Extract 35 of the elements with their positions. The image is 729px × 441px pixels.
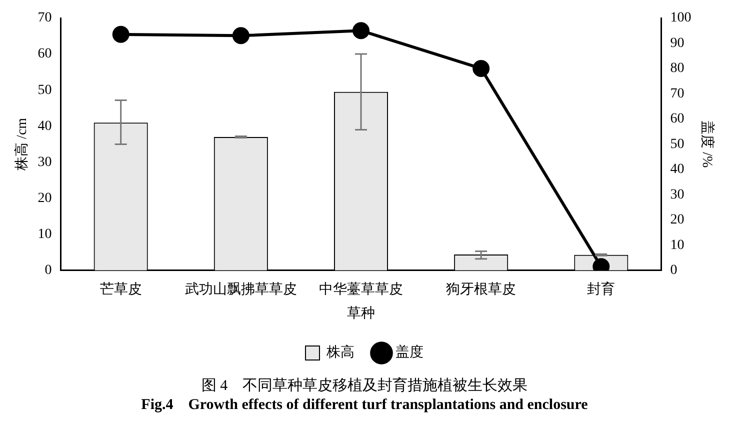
x-tick-label: 武功山飘拂草草皮 xyxy=(184,281,297,298)
y2-tick-label: 50 xyxy=(670,136,684,152)
y-tick-label: 60 xyxy=(38,46,52,62)
x-tick-label: 狗牙根草皮 xyxy=(446,281,516,298)
x-tick-label: 中华薹草草皮 xyxy=(319,281,403,298)
y-tick-label: 10 xyxy=(38,227,52,242)
y-tick-label: 40 xyxy=(38,118,52,134)
text: 图 4 不同草种草皮移植及封育措施植被生长效果 xyxy=(200,376,529,395)
y2-tick-label: 0 xyxy=(670,263,678,278)
legend-label: 株高 xyxy=(326,344,354,361)
y2-tick-label: 20 xyxy=(670,212,684,228)
y2-tick-label: 90 xyxy=(670,36,684,51)
x-tick-label: 芒草皮 xyxy=(100,281,142,298)
y2-tick-label: 100 xyxy=(670,10,692,26)
y2-tick-label: 40 xyxy=(670,162,684,178)
y2-tick-label: 80 xyxy=(670,61,684,76)
y-tick-label: 50 xyxy=(38,82,52,98)
y2-tick-label: 60 xyxy=(670,112,684,127)
x-tick-label: 封育 xyxy=(587,280,616,298)
y2-axis-title: 盖度 /% xyxy=(698,120,715,168)
y-axis-title: 株高 /cm xyxy=(14,118,30,172)
point xyxy=(232,27,250,44)
y2-tick-label: 70 xyxy=(670,86,684,102)
point xyxy=(112,26,130,43)
y2-tick-label: 30 xyxy=(670,187,684,202)
text: Fig.4 Growth effects of different turf transplantations and enclosure xyxy=(140,396,589,414)
point xyxy=(472,60,490,77)
legend-label: 盖度 xyxy=(396,344,424,361)
y-tick-label: 20 xyxy=(38,190,52,206)
point xyxy=(352,22,370,40)
y-tick-label: 70 xyxy=(38,10,52,26)
y-tick-label: 30 xyxy=(38,154,52,170)
x-axis-title: 草种 xyxy=(347,305,375,322)
y-tick-label: 0 xyxy=(44,263,52,278)
y2-tick-label: 10 xyxy=(670,238,684,253)
